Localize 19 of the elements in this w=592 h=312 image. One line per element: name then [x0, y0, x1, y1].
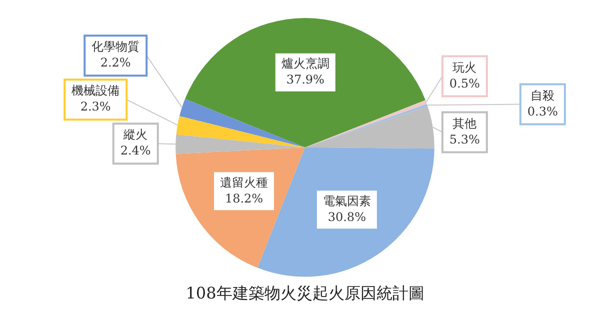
- slice-label: 爐火烹調: [281, 56, 330, 70]
- slice-label: 自殺: [530, 88, 555, 102]
- slice-label: 化學物質: [92, 40, 140, 54]
- data-label: 2.3%: [80, 100, 111, 114]
- slice-label: 縱火: [122, 128, 148, 142]
- data-label: 5.3%: [449, 132, 480, 146]
- data-label: 30.8%: [328, 210, 366, 224]
- slice-label: 其他: [452, 116, 477, 130]
- data-label: 2.2%: [100, 56, 131, 70]
- slice-label: 玩火: [452, 60, 477, 74]
- data-label: 37.9%: [286, 72, 324, 86]
- slice-label: 遺留火種: [220, 175, 268, 190]
- data-label: 18.2%: [224, 191, 264, 206]
- text: 108年建築物火災起火原因統計圖: [186, 284, 424, 303]
- slice-label: 電氣因素: [322, 194, 371, 208]
- data-label: 0.5%: [449, 76, 480, 90]
- data-label: 0.3%: [527, 104, 558, 118]
- data-label: 2.4%: [120, 144, 151, 158]
- slice-label: 機械設備: [72, 84, 120, 98]
